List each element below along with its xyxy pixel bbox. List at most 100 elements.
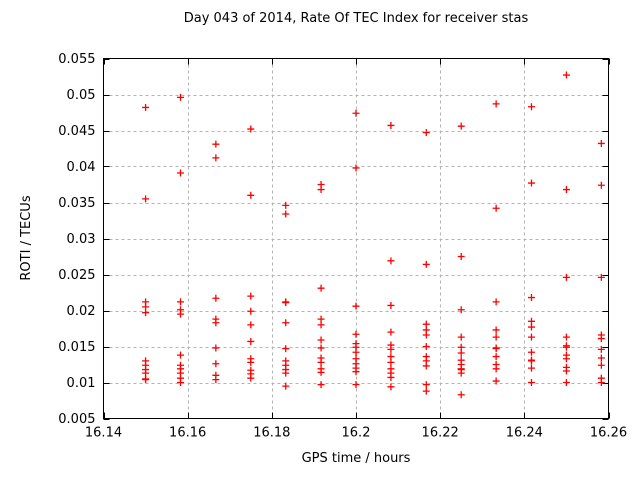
data-point — [597, 354, 605, 362]
data-point — [212, 319, 220, 327]
data-point — [422, 381, 430, 389]
data-point — [352, 381, 360, 389]
data-point — [247, 292, 255, 300]
data-point — [352, 368, 360, 376]
data-point — [282, 319, 290, 327]
data-point — [212, 294, 220, 302]
data-point — [317, 381, 325, 389]
x-axis-label: GPS time / hours — [302, 451, 411, 466]
x-tick-label: 16.2 — [342, 426, 371, 441]
data-point — [422, 260, 430, 268]
data-point — [562, 367, 570, 375]
data-point — [142, 195, 150, 203]
data-point — [142, 376, 150, 384]
data-point — [387, 373, 395, 381]
data-point — [317, 186, 325, 194]
data-point — [422, 331, 430, 339]
data-point — [352, 164, 360, 172]
data-point — [422, 129, 430, 137]
x-tick-label: 16.14 — [85, 426, 122, 441]
y-tick-label: 0.005 — [58, 412, 95, 427]
chart-title: Day 043 of 2014, Rate Of TEC Index for r… — [184, 11, 529, 26]
data-point — [352, 109, 360, 117]
data-point — [457, 349, 465, 357]
data-point — [177, 298, 185, 306]
y-tick-label: 0.015 — [58, 340, 95, 355]
data-point — [387, 301, 395, 309]
data-point — [457, 253, 465, 260]
axis-ticks — [103, 58, 610, 420]
data-point — [492, 298, 500, 306]
data-point — [457, 391, 465, 399]
y-tick-label: 0.035 — [58, 196, 95, 211]
data-point — [527, 348, 535, 356]
y-tick-label: 0.04 — [67, 160, 96, 175]
data-point — [422, 387, 430, 395]
y-tick-label: 0.03 — [67, 232, 96, 247]
data-point — [387, 257, 395, 265]
data-point — [597, 273, 605, 281]
data-points — [142, 71, 605, 399]
data-point — [352, 330, 360, 338]
data-point — [387, 345, 395, 353]
data-point — [492, 365, 500, 373]
data-point — [492, 204, 500, 212]
y-tick-label: 0.025 — [58, 268, 95, 283]
y-tick-label: 0.045 — [58, 124, 95, 139]
y-axis-label: ROTI / TECUs — [19, 195, 34, 280]
data-point — [247, 191, 255, 199]
data-point — [352, 348, 360, 356]
data-point — [457, 333, 465, 341]
data-point — [597, 379, 605, 386]
data-point — [597, 345, 605, 353]
data-point — [177, 351, 185, 359]
data-point — [562, 379, 570, 386]
data-point — [282, 299, 290, 307]
data-point — [247, 374, 255, 382]
x-tick-label: 16.26 — [590, 426, 627, 441]
data-point — [492, 333, 500, 341]
data-point — [527, 379, 535, 386]
y-tick-label: 0.02 — [67, 304, 96, 319]
y-tick-label: 0.055 — [58, 52, 95, 67]
data-point — [142, 309, 150, 317]
data-point — [212, 154, 220, 162]
data-point — [212, 360, 220, 368]
data-point — [212, 140, 220, 148]
data-point — [247, 337, 255, 345]
data-point — [562, 71, 570, 79]
data-point — [492, 100, 500, 108]
data-point — [527, 179, 535, 187]
data-point — [212, 344, 220, 352]
data-point — [282, 201, 290, 209]
data-point — [282, 210, 290, 218]
x-tick-label: 16.22 — [422, 426, 459, 441]
data-point — [317, 368, 325, 376]
data-point — [527, 294, 535, 302]
data-point — [282, 382, 290, 390]
data-point — [492, 326, 500, 334]
data-point — [317, 358, 325, 366]
data-point — [527, 103, 535, 111]
data-point — [597, 361, 605, 369]
data-point — [387, 383, 395, 391]
data-point — [562, 343, 570, 351]
data-point — [387, 358, 395, 366]
data-point — [317, 284, 325, 292]
data-point — [247, 321, 255, 329]
data-point — [422, 362, 430, 370]
x-tick-label: 16.24 — [506, 426, 543, 441]
data-point — [562, 355, 570, 363]
data-point — [597, 335, 605, 343]
data-point — [527, 357, 535, 365]
data-point — [282, 345, 290, 353]
data-point — [457, 122, 465, 130]
axis-tick-labels: 16.14 16.16 16.18 16.2 16.22 16.24 16.26 0.005 0… — [58, 52, 627, 441]
y-tick-label: 0.05 — [67, 88, 96, 103]
data-point — [212, 376, 220, 384]
data-point — [177, 93, 185, 101]
data-point — [492, 345, 500, 353]
data-point — [562, 333, 570, 341]
data-point — [317, 344, 325, 352]
